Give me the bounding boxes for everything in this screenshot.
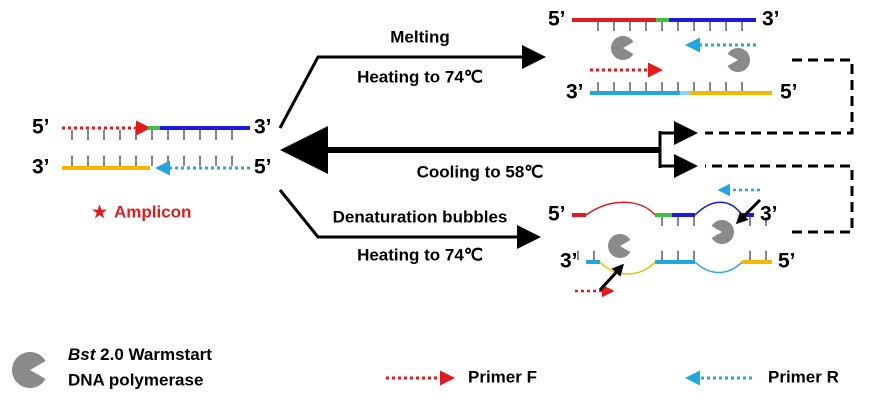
polymerase	[728, 48, 750, 72]
end-label: 3’	[560, 250, 578, 273]
polymerase	[712, 220, 734, 244]
step-label: Melting	[390, 27, 450, 46]
end-label: 3’	[762, 8, 780, 31]
legend-label: 2.0 Warmstart	[100, 345, 212, 364]
step-label: Cooling to 58℃	[417, 162, 544, 181]
end-label: 5’	[548, 8, 566, 31]
end-label: 3’	[760, 203, 778, 226]
star: ★	[92, 202, 108, 221]
legend-label: Bst 2.0 Warmstart	[68, 345, 212, 364]
end-label: 5’	[254, 156, 272, 179]
legend-label: Primer F	[468, 367, 537, 386]
step-label: Heating to 74℃	[357, 245, 483, 264]
amplicon-duplex	[62, 128, 250, 168]
diagram: 5’ 3’ 3’ 5’ ★ Amplicon Melting Heating t…	[0, 0, 881, 400]
legend-polymerase	[12, 352, 46, 388]
end-label: 5’	[780, 81, 798, 104]
end-label: 3’	[32, 156, 50, 179]
legend-label: Bst	[68, 345, 97, 364]
dashed-arrow	[705, 60, 852, 133]
end-label: 5’	[778, 250, 796, 273]
bubbled-duplex	[572, 190, 772, 291]
end-label: 5’	[548, 203, 566, 226]
legend-label: Primer R	[768, 367, 839, 386]
page: 5’ 3’ 3’ 5’ ★ Amplicon Melting Heating t…	[0, 0, 881, 400]
amplicon-label: Amplicon	[114, 202, 191, 221]
step-label: Denaturation bubbles	[333, 207, 508, 226]
end-label: 5’	[32, 116, 50, 139]
step-label: Heating to 74℃	[357, 67, 483, 86]
polymerase	[611, 36, 633, 60]
end-label: 3’	[254, 116, 272, 139]
end-label: 3’	[566, 81, 584, 104]
legend-label: DNA polymerase	[68, 370, 203, 389]
polymerase	[608, 234, 630, 258]
